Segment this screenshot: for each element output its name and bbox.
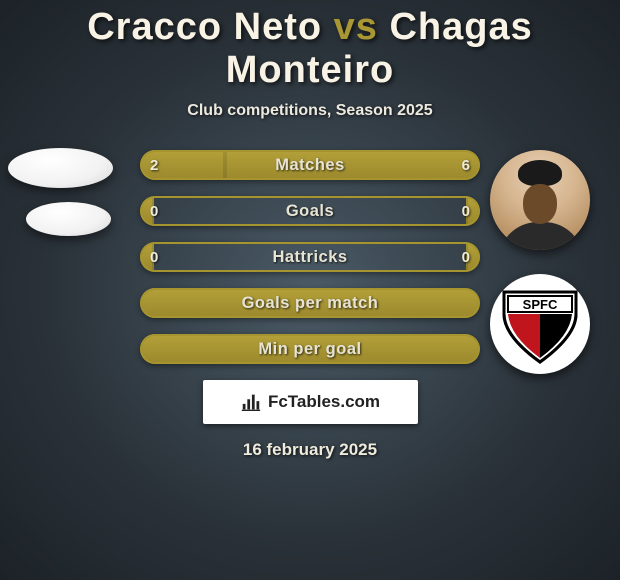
stat-value-left: 0	[150, 196, 158, 226]
stat-label: Hattricks	[140, 242, 480, 272]
svg-text:SPFC: SPFC	[523, 297, 558, 312]
right-club-logo: SPFC	[490, 274, 590, 374]
stat-value-right: 0	[462, 196, 470, 226]
stat-bar-matches: Matches2 6	[140, 150, 480, 180]
stat-bar-hattricks: Hattricks0 0	[140, 242, 480, 272]
stat-bar-mpg: Min per goal	[140, 334, 480, 364]
stat-value-left: 2	[150, 150, 158, 180]
left-player-avatars	[8, 148, 123, 236]
spfc-shield-icon: SPFC	[500, 286, 580, 364]
snapshot-date: 16 february 2025	[0, 440, 620, 460]
left-player-photo-placeholder	[8, 148, 113, 188]
stat-bar-goals: Goals0 0	[140, 196, 480, 226]
player-left-name: Cracco Neto	[87, 6, 322, 48]
stat-value-right: 6	[462, 150, 470, 180]
subtitle: Club competitions, Season 2025	[0, 102, 620, 120]
right-player-photo	[490, 150, 590, 250]
avatar-smile-shape	[530, 206, 552, 216]
right-player-avatars: SPFC	[490, 150, 600, 374]
stat-bars: Matches26Goals00Hattricks00Goals per mat…	[140, 150, 480, 364]
stat-bar-gpm: Goals per match	[140, 288, 480, 318]
comparison-stage: SPFC Matches26Goals00Hattricks00Goals pe…	[0, 150, 620, 364]
avatar-body-shape	[498, 222, 584, 250]
stat-label: Min per goal	[140, 334, 480, 364]
vs-separator: vs	[334, 6, 378, 48]
left-club-logo-placeholder	[26, 202, 111, 236]
stat-value-left: 0	[150, 242, 158, 272]
stat-value-right: 0	[462, 242, 470, 272]
bar-chart-icon	[240, 391, 262, 413]
page-title: Cracco Neto vs Chagas Monteiro	[0, 0, 620, 92]
watermark: FcTables.com	[203, 380, 418, 424]
watermark-text: FcTables.com	[268, 392, 380, 412]
stat-label: Matches	[140, 150, 480, 180]
stat-label: Goals	[140, 196, 480, 226]
stat-label: Goals per match	[140, 288, 480, 318]
